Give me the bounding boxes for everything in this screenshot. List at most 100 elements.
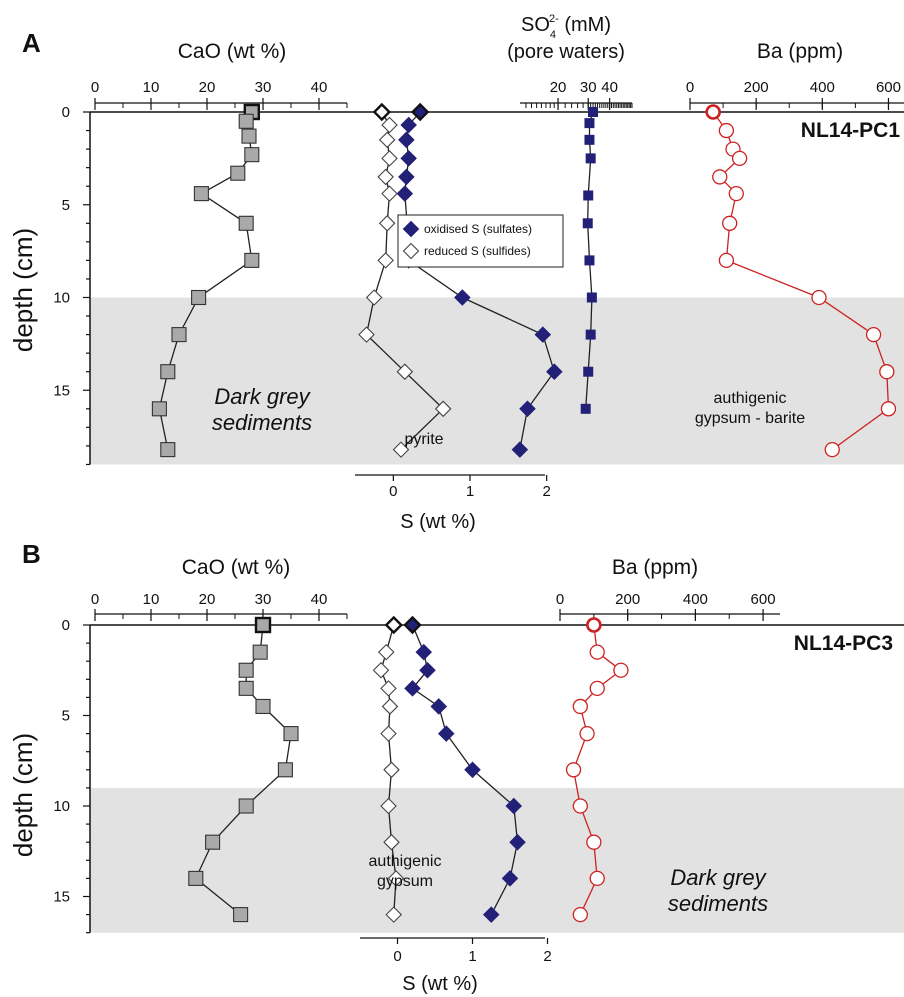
axis-ba: 0 200 400 600 Ba (ppm) xyxy=(556,556,780,621)
data-point xyxy=(241,128,257,144)
cao-tick-label: 30 xyxy=(255,79,272,96)
data-point xyxy=(410,102,430,122)
cao-tick-label: 40 xyxy=(311,591,328,608)
cao-tick-label: 10 xyxy=(143,591,160,608)
ba-tick-label: 0 xyxy=(686,79,694,96)
s-tick-label: 2 xyxy=(543,948,551,965)
data-point xyxy=(377,643,395,661)
data-point xyxy=(722,215,738,231)
depth-tick-label: 15 xyxy=(53,889,70,906)
ba-tick-label: 600 xyxy=(751,591,776,608)
data-point xyxy=(534,326,552,343)
data-point xyxy=(580,403,591,414)
data-point xyxy=(505,797,523,815)
data-point xyxy=(255,698,271,715)
data-point xyxy=(358,326,375,343)
data-point xyxy=(238,680,254,696)
ba-axis-title: Ba (ppm) xyxy=(612,556,698,579)
data-point xyxy=(811,289,827,306)
data-point xyxy=(519,400,536,418)
panel-letter: B xyxy=(22,539,41,569)
data-point xyxy=(582,218,593,229)
data-point xyxy=(383,833,400,851)
data-point xyxy=(398,131,415,149)
cao-tick-label: 10 xyxy=(143,79,160,96)
data-point xyxy=(501,870,519,887)
data-point xyxy=(205,834,221,850)
shaded-sediment-zone xyxy=(90,297,904,465)
cao-tick-label: 40 xyxy=(311,79,328,96)
ba-tick-label: 600 xyxy=(876,79,901,96)
data-point xyxy=(511,441,529,458)
series-cao xyxy=(188,616,299,923)
series-oxidised-s-sulfates- xyxy=(403,615,526,923)
axis-cao: 0 10 20 30 40 CaO (wt %) xyxy=(91,40,348,110)
data-point xyxy=(565,762,582,778)
s-tick-label: 0 xyxy=(393,948,401,965)
data-point xyxy=(728,185,744,202)
data-point xyxy=(546,363,563,380)
axis-so4: 20 30 40 SO4 2- (mM) (pore waters) xyxy=(507,13,633,110)
data-point xyxy=(238,662,254,678)
data-point xyxy=(244,252,260,268)
cao-axis-title: CaO (wt %) xyxy=(178,40,287,63)
data-point xyxy=(381,116,398,134)
data-point xyxy=(400,150,417,167)
data-point xyxy=(160,442,176,458)
data-point xyxy=(583,190,594,201)
so4-tick-label: 30 xyxy=(580,79,597,96)
so4-title-main: SO xyxy=(521,14,550,36)
data-point xyxy=(380,797,397,815)
cao-axis-title: CaO (wt %) xyxy=(182,556,291,579)
data-point xyxy=(378,215,396,232)
ba-tick-label: 200 xyxy=(615,591,640,608)
data-point xyxy=(586,292,597,303)
annotation-dark: sediments xyxy=(668,891,768,916)
data-point xyxy=(396,185,414,202)
data-point xyxy=(238,798,254,814)
depth-tick-label: 15 xyxy=(53,382,70,399)
data-point xyxy=(380,725,397,742)
so4-tick-label: 20 xyxy=(550,79,567,96)
series-reduced-s-sulfides- xyxy=(358,102,452,458)
ba-tick-label: 200 xyxy=(744,79,769,96)
data-point xyxy=(572,906,588,923)
annotation-gypsum: authigenic xyxy=(369,853,442,870)
cao-tick-label: 0 xyxy=(91,591,99,608)
cao-tick-label: 20 xyxy=(199,79,216,96)
data-point xyxy=(384,615,403,635)
data-point xyxy=(718,122,735,139)
data-point xyxy=(193,186,209,202)
so4-tick-label: 40 xyxy=(601,79,618,96)
annotation-gypsum: gypsum xyxy=(377,873,433,890)
data-point xyxy=(585,329,596,340)
data-point xyxy=(731,150,748,167)
data-point xyxy=(586,617,602,633)
legend-label: reduced S (sulfides) xyxy=(424,244,531,258)
data-point xyxy=(378,131,396,149)
data-point xyxy=(381,185,398,202)
data-point xyxy=(879,364,895,380)
data-point xyxy=(584,255,595,266)
annotation-gypsum-barite: gypsum - barite xyxy=(695,410,805,427)
data-point xyxy=(233,907,249,923)
cao-tick-label: 30 xyxy=(255,591,272,608)
legend-label: oxidised S (sulfates) xyxy=(424,222,532,236)
core-label: NL14-PC3 xyxy=(794,632,893,655)
depth-tick-label: 10 xyxy=(53,290,70,307)
axis-s: 0 1 2 S (wt %) xyxy=(355,474,551,533)
data-point xyxy=(400,116,417,134)
data-point xyxy=(372,661,390,679)
annotation-dark: sediments xyxy=(212,410,312,435)
s-tick-label: 0 xyxy=(389,483,397,500)
so4-title-rest: (mM) xyxy=(559,14,611,36)
data-point xyxy=(244,147,260,163)
data-point xyxy=(464,761,481,779)
data-point xyxy=(579,725,595,742)
legend-marker xyxy=(402,220,420,238)
data-point xyxy=(415,643,433,661)
depth-tick-label: 0 xyxy=(62,104,70,121)
series-so4-pore-waters xyxy=(580,107,599,414)
data-point xyxy=(238,113,254,129)
annotation-gypsum-barite: authigenic xyxy=(714,390,787,407)
